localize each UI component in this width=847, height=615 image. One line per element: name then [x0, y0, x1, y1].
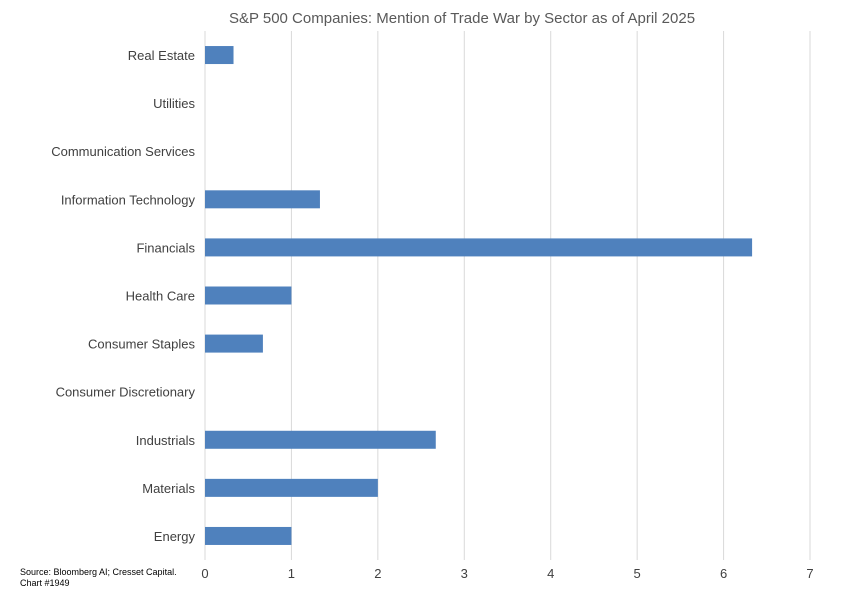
chart-title: S&P 500 Companies: Mention of Trade War …: [229, 10, 695, 27]
bar: [205, 238, 753, 257]
bar: [205, 478, 378, 497]
category-label: Materials: [142, 481, 195, 496]
chart-number: Chart #1949: [20, 578, 70, 588]
category-label: Utilities: [153, 96, 195, 111]
x-axis-ticks: 0 1 2 3 4 5 6 7: [201, 566, 813, 581]
bar: [205, 190, 320, 209]
x-tick-label: 4: [547, 566, 554, 581]
category-labels: Real Estate Utilities Communication Servic…: [51, 48, 195, 544]
x-tick-label: 1: [288, 566, 295, 581]
bar: [205, 334, 263, 353]
category-label: Energy: [154, 529, 196, 544]
bar: [205, 286, 292, 305]
bar: [205, 430, 436, 449]
category-label: Financials: [136, 240, 195, 255]
x-tick-label: 5: [634, 566, 641, 581]
x-tick-label: 6: [720, 566, 727, 581]
category-label: Industrials: [136, 433, 196, 448]
category-label: Information Technology: [61, 192, 196, 207]
category-label: Consumer Staples: [88, 337, 195, 352]
category-label: Health Care: [126, 289, 195, 304]
bars: [205, 46, 753, 545]
source-line: Source: Bloomberg AI; Cresset Capital.: [20, 567, 177, 577]
x-tick-label: 0: [201, 566, 208, 581]
bar: [205, 526, 292, 545]
x-tick-label: 3: [461, 566, 468, 581]
gridlines: [204, 31, 811, 560]
bar: [205, 46, 234, 65]
category-label: Consumer Discretionary: [56, 385, 196, 400]
source-note: Source: Bloomberg AI; Cresset Capital. C…: [20, 567, 177, 589]
category-label: Communication Services: [51, 144, 195, 159]
x-tick-label: 7: [806, 566, 813, 581]
x-tick-label: 2: [374, 566, 381, 581]
category-label: Real Estate: [128, 48, 195, 63]
